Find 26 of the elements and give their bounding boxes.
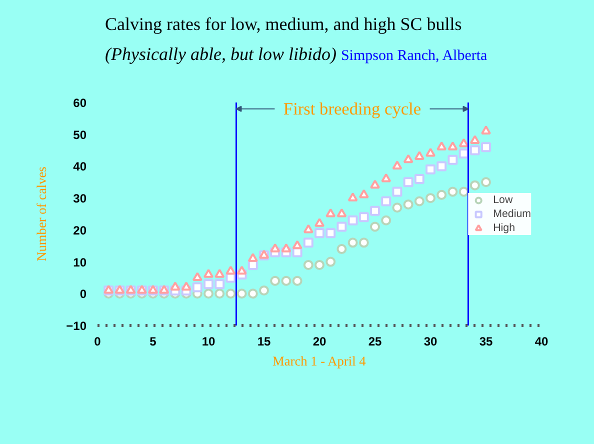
x-tick-label: 35 bbox=[479, 334, 493, 348]
y-tick-label: 0 bbox=[80, 287, 87, 302]
legend-label: Low bbox=[493, 192, 514, 206]
y-tick-label: 40 bbox=[73, 160, 87, 174]
legend-label: High bbox=[493, 220, 516, 234]
x-axis-title: March 1 - April 4 bbox=[272, 354, 366, 368]
x-tick-label: 40 bbox=[534, 334, 548, 348]
chart-subtitle: (Physically able, but low libido) bbox=[105, 44, 336, 64]
y-tick-label: 30 bbox=[73, 192, 87, 206]
y-axis-title: Number of calves bbox=[34, 166, 50, 262]
y-tick-label: 10 bbox=[73, 255, 87, 270]
text: Simpson Ranch, Alberta bbox=[340, 48, 488, 64]
annotation: First breeding cycle bbox=[283, 99, 422, 118]
x-tick-label: 15 bbox=[257, 334, 271, 348]
y-tick-label: 50 bbox=[73, 128, 87, 142]
y-tick-label: 20 bbox=[73, 223, 87, 238]
y-tick-label: −10 bbox=[66, 319, 87, 333]
legend-label: Medium bbox=[493, 206, 531, 220]
x-tick-label: 20 bbox=[312, 334, 326, 348]
x-tick-label: 25 bbox=[368, 334, 382, 348]
x-tick-label: 0 bbox=[94, 334, 102, 348]
y-tick-label: 60 bbox=[73, 96, 87, 110]
chart-title: Calving rates for low, medium, and high SC bulls bbox=[105, 14, 462, 34]
x-tick-label: 10 bbox=[202, 334, 216, 348]
x-tick-label: 30 bbox=[424, 334, 438, 348]
x-tick-label: 5 bbox=[150, 334, 157, 348]
